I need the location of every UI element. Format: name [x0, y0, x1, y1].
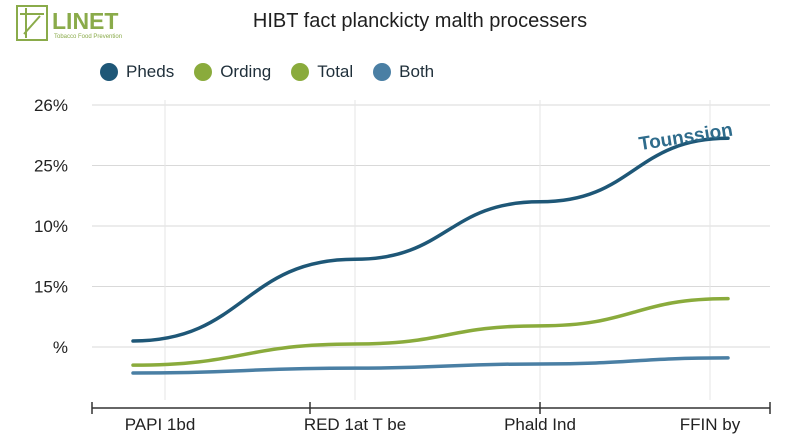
logo-tagline: Tobacco Food Prevention [54, 34, 123, 40]
legend-marker [100, 63, 118, 81]
legend-item: Both [373, 62, 434, 82]
logo: LINET Tobacco Food Prevention [14, 4, 144, 44]
legend: Pheds Ording Total Both [100, 62, 454, 82]
legend-item: Pheds [100, 62, 174, 82]
y-axis-ticks: % 15% 10% 25% 26% [34, 96, 68, 357]
legend-marker [194, 63, 213, 81]
y-tick-label: % [53, 338, 68, 357]
logo-text: LINET [52, 8, 119, 34]
legend-marker [373, 63, 392, 81]
legend-label: Total [317, 62, 354, 81]
legend-label: Ording [220, 62, 272, 81]
series-lines [131, 136, 730, 375]
legend-label: Both [399, 62, 435, 81]
series-line-ording [131, 296, 730, 367]
x-tick-label: Phald Ind [504, 415, 576, 434]
y-tick-label: 26% [34, 96, 68, 115]
y-tick-label: 25% [34, 157, 68, 176]
x-axis: PAPI 1bd RED 1at T be Phald Ind FFIN by [91, 402, 771, 434]
x-tick-label: PAPI 1bd [125, 415, 196, 434]
series-annotation: Tounssion [637, 120, 734, 156]
y-tick-label: 15% [34, 278, 68, 297]
legend-marker [291, 63, 310, 81]
series-line-both [131, 356, 730, 375]
legend-label: Pheds [126, 62, 175, 81]
legend-item: Ording [194, 62, 271, 82]
legend-item: Total [291, 62, 353, 82]
grid [92, 100, 770, 400]
series-line-pheds [131, 136, 730, 343]
y-tick-label: 10% [34, 217, 68, 236]
x-tick-label: FFIN by [680, 415, 741, 434]
logo-emblem-icon [16, 5, 48, 41]
x-tick-label: RED 1at T be [304, 415, 406, 434]
chart-title: HIBT fact planckicty malth processers [252, 10, 588, 32]
